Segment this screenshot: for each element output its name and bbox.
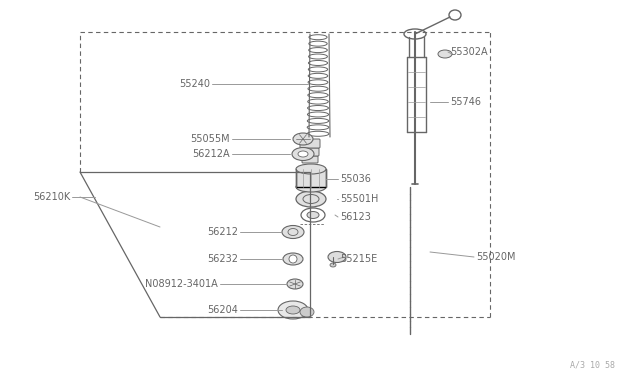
Ellipse shape — [330, 263, 336, 267]
FancyBboxPatch shape — [296, 169, 326, 187]
Text: N08912-3401A: N08912-3401A — [145, 279, 218, 289]
Text: 55501H: 55501H — [340, 194, 378, 204]
Text: 56204: 56204 — [207, 305, 238, 315]
Ellipse shape — [282, 225, 304, 238]
Ellipse shape — [296, 164, 326, 174]
Text: 55036: 55036 — [340, 174, 371, 184]
FancyBboxPatch shape — [301, 148, 319, 156]
Ellipse shape — [307, 212, 319, 218]
Ellipse shape — [287, 279, 303, 289]
Text: 56210K: 56210K — [33, 192, 70, 202]
Ellipse shape — [296, 191, 326, 207]
Text: 56123: 56123 — [340, 212, 371, 222]
Ellipse shape — [438, 50, 452, 58]
Text: 55215E: 55215E — [340, 254, 377, 264]
Ellipse shape — [278, 301, 308, 319]
Text: 55020M: 55020M — [476, 252, 515, 262]
Ellipse shape — [293, 133, 313, 145]
Text: 56212A: 56212A — [193, 149, 230, 159]
Ellipse shape — [300, 307, 314, 317]
Text: 56212: 56212 — [207, 227, 238, 237]
Ellipse shape — [283, 253, 303, 265]
FancyBboxPatch shape — [300, 139, 320, 148]
Ellipse shape — [286, 306, 300, 314]
FancyBboxPatch shape — [302, 156, 318, 163]
Ellipse shape — [328, 251, 346, 263]
Text: 55746: 55746 — [450, 97, 481, 107]
Ellipse shape — [296, 182, 326, 192]
Text: 55302A: 55302A — [450, 47, 488, 57]
Text: 55240: 55240 — [179, 79, 210, 89]
Text: A/3 10 58: A/3 10 58 — [570, 360, 615, 369]
Text: 56232: 56232 — [207, 254, 238, 264]
Ellipse shape — [298, 151, 308, 157]
Circle shape — [289, 255, 297, 263]
Text: 55055M: 55055M — [190, 134, 230, 144]
Ellipse shape — [292, 148, 314, 160]
